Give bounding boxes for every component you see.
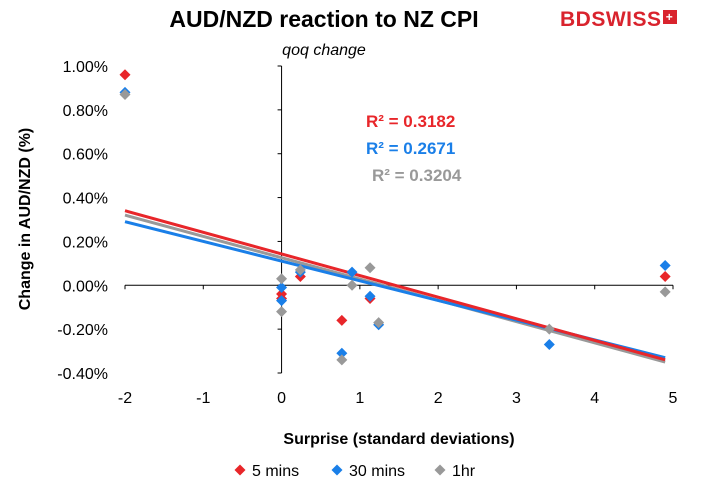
y-tick-label: 0.20% bbox=[63, 234, 108, 251]
plus-icon: + bbox=[662, 10, 677, 24]
y-tick-label: 0.60% bbox=[63, 147, 108, 164]
legend-label: 1hr bbox=[452, 463, 476, 480]
x-axis-title: Surprise (standard deviations) bbox=[283, 431, 514, 448]
data-point-5-mins bbox=[659, 271, 671, 283]
x-tick-label: 1 bbox=[355, 390, 364, 407]
data-point-1hr bbox=[346, 279, 358, 291]
x-tick-label: 5 bbox=[669, 390, 678, 407]
chart-title: AUD/NZD reaction to NZ CPI bbox=[169, 6, 479, 32]
data-point-30-mins bbox=[276, 295, 288, 307]
data-point-30-mins bbox=[346, 266, 358, 278]
legend-label: 30 mins bbox=[349, 463, 405, 480]
y-tick-label: -0.40% bbox=[57, 366, 108, 383]
legend-marker bbox=[331, 464, 343, 476]
r-squared-label: R² = 0.3182 bbox=[366, 112, 455, 131]
y-tick-label: 0.80% bbox=[63, 103, 108, 120]
data-point-1hr bbox=[294, 264, 306, 276]
data-point-1hr bbox=[276, 273, 288, 285]
x-tick-label: -1 bbox=[196, 390, 210, 407]
data-point-5-mins bbox=[336, 314, 348, 326]
r-squared-label: R² = 0.3204 bbox=[372, 166, 462, 185]
x-tick-label: -2 bbox=[118, 390, 132, 407]
trendline-5-mins bbox=[124, 209, 666, 362]
y-tick-label: 0.40% bbox=[63, 191, 108, 208]
x-tick-label: 2 bbox=[434, 390, 443, 407]
r-squared-label: R² = 0.2671 bbox=[366, 139, 455, 158]
x-tick-label: 0 bbox=[277, 390, 286, 407]
y-tick-label: 1.00% bbox=[63, 59, 108, 76]
data-point-30-mins bbox=[276, 281, 288, 293]
data-point-1hr bbox=[276, 306, 288, 318]
x-tick-label: 4 bbox=[590, 390, 599, 407]
data-point-1hr bbox=[364, 262, 376, 274]
brand-logo: BDSWISS + bbox=[560, 8, 677, 32]
data-point-5-mins bbox=[119, 69, 131, 81]
legend-label: 5 mins bbox=[252, 463, 299, 480]
legend-marker bbox=[234, 464, 246, 476]
data-point-1hr bbox=[659, 286, 671, 298]
x-tick-label: 3 bbox=[512, 390, 521, 407]
data-point-30-mins bbox=[336, 347, 348, 359]
data-point-30-mins bbox=[364, 290, 376, 302]
data-point-1hr bbox=[543, 323, 555, 335]
data-point-1hr bbox=[336, 354, 348, 366]
data-point-1hr bbox=[119, 89, 131, 101]
y-axis-title: Change in AUD/NZD (%) bbox=[17, 128, 34, 311]
data-point-30-mins bbox=[543, 338, 555, 350]
chart-subtitle: qoq change bbox=[282, 42, 366, 59]
legend-marker bbox=[434, 464, 446, 476]
y-tick-label: 0.00% bbox=[63, 278, 108, 295]
y-tick-label: -0.20% bbox=[57, 322, 108, 339]
brand-name: BDSWISS bbox=[560, 8, 662, 31]
data-point-1hr bbox=[373, 317, 385, 329]
data-point-30-mins bbox=[659, 260, 671, 272]
